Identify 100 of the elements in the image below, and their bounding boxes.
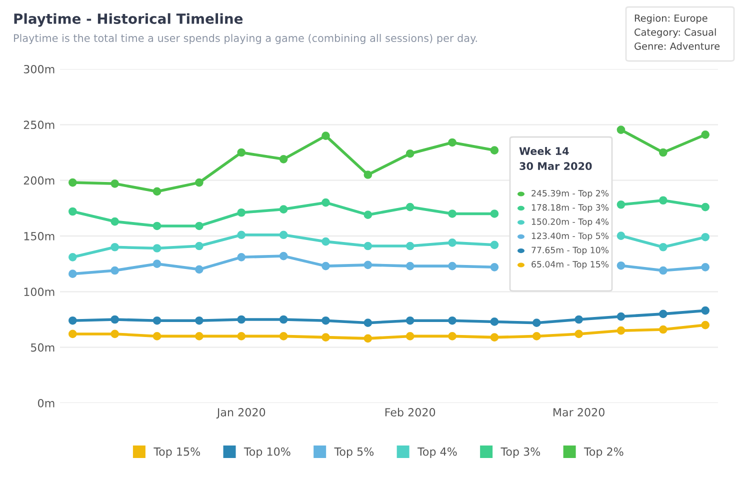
point [616, 232, 626, 240]
point [68, 178, 77, 187]
point [322, 198, 330, 207]
point [279, 230, 288, 240]
point [279, 205, 288, 214]
point [195, 242, 204, 250]
point [110, 180, 119, 188]
point [364, 318, 372, 328]
annotation: 245.39m - Top 2% [532, 190, 609, 198]
point [322, 132, 330, 140]
point [701, 202, 710, 212]
point [448, 316, 456, 325]
point [279, 155, 288, 164]
text: Region: Europe [634, 14, 708, 24]
point [68, 316, 77, 325]
point [237, 230, 246, 240]
point [152, 244, 162, 252]
point [532, 332, 541, 340]
point [574, 330, 583, 338]
point [322, 333, 330, 342]
point [448, 262, 456, 270]
point [448, 238, 456, 247]
point [68, 252, 77, 262]
point [406, 262, 414, 270]
point [279, 315, 288, 324]
point [68, 207, 77, 216]
x-tick-label: Jan 2020 [216, 408, 266, 419]
annotation: 150.20m - Top 4% [532, 218, 609, 227]
point [406, 242, 414, 250]
point [110, 315, 119, 324]
point [448, 210, 456, 218]
annotation: 123.40m - Top 5% [532, 232, 609, 241]
point [490, 210, 499, 218]
point [659, 196, 668, 205]
point [364, 260, 372, 270]
legend-label: Top 2% [584, 447, 624, 458]
point [616, 326, 626, 335]
annotation: 77.65m - Top 10% [532, 246, 609, 255]
point [152, 260, 162, 268]
legend-label: Top 4% [417, 447, 457, 458]
point [68, 270, 77, 278]
point [406, 316, 414, 325]
point [448, 332, 456, 340]
point [490, 263, 499, 272]
legend-label: Top 5% [334, 447, 374, 458]
x-tick-label: Mar 2020 [554, 408, 604, 416]
point [490, 333, 499, 342]
point [574, 315, 583, 324]
annotation: 30 Mar 2020 [520, 162, 592, 170]
point [701, 306, 710, 315]
point [237, 252, 246, 262]
point [701, 320, 710, 330]
y-tick-label: 0m [38, 398, 54, 408]
point [364, 210, 372, 220]
legend-label: Top 15% [154, 447, 200, 458]
point [364, 242, 372, 250]
point [701, 263, 710, 272]
y-tick-label: 150m [24, 232, 54, 240]
point [659, 242, 668, 252]
point [152, 332, 162, 340]
point [152, 187, 162, 196]
point [448, 138, 456, 147]
point [152, 316, 162, 325]
point [279, 252, 288, 260]
point [659, 325, 668, 334]
chart-title: Playtime - Historical Timeline [14, 13, 243, 27]
point [616, 126, 626, 134]
y-tick-label: 100m [24, 288, 54, 296]
point [110, 217, 119, 226]
legend-label: Top 3% [500, 447, 540, 458]
point [237, 208, 246, 217]
text: Category: Casual [634, 28, 716, 38]
point [659, 148, 668, 157]
point [110, 330, 119, 338]
point [195, 222, 204, 230]
text: Genre: Adventure [634, 42, 720, 50]
point [195, 316, 204, 325]
point [616, 261, 626, 270]
point [110, 242, 119, 252]
annotation: 65.04m - Top 15% [532, 260, 609, 270]
point [152, 222, 162, 230]
point [616, 200, 626, 209]
annotation: 178.18m - Top 3% [532, 204, 609, 212]
point [490, 146, 499, 154]
point [616, 312, 626, 321]
point [237, 315, 246, 324]
point [364, 170, 372, 179]
point [322, 237, 330, 246]
point [195, 178, 204, 187]
point [279, 332, 288, 340]
point [406, 202, 414, 212]
y-tick-label: 200m [24, 176, 54, 185]
point [322, 262, 330, 270]
point [532, 318, 541, 328]
point [364, 334, 372, 343]
point [490, 318, 499, 326]
point [490, 240, 499, 250]
chart-subtitle: Playtime is the total time a user spends playing a game (combining all sessions) per day. [14, 34, 477, 44]
y-tick-label: 300m [24, 64, 54, 74]
y-tick-label: 250m [24, 120, 54, 130]
